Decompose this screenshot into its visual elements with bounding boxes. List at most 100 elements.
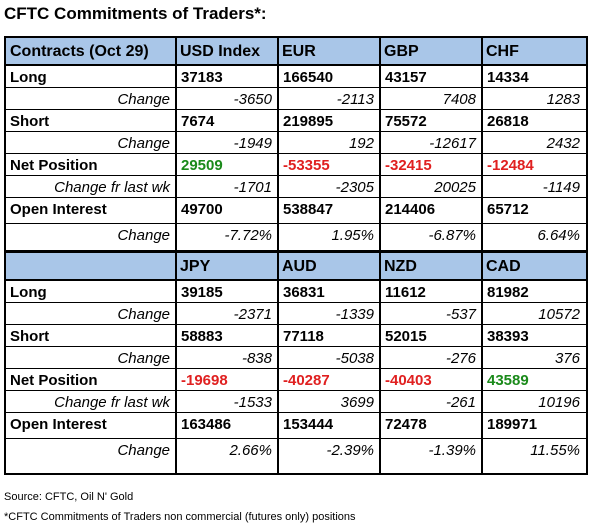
row-divider [6, 438, 586, 439]
row-label: Change fr last wk [54, 394, 170, 411]
row-label: Short [10, 113, 50, 130]
value-cell: 7674 [181, 113, 215, 130]
row-label: Open Interest [10, 416, 107, 433]
value-cell: 49700 [181, 201, 223, 218]
row-label: Change [117, 227, 170, 244]
value-cell: -7.72% [224, 227, 272, 244]
value-cell: 11.55% [530, 442, 580, 459]
value-cell: -1149 [542, 179, 580, 196]
value-cell: -1339 [335, 306, 374, 323]
header-cell: CAD [486, 258, 521, 275]
value-cell: 65712 [487, 201, 529, 218]
value-cell: 72478 [385, 416, 427, 433]
value-cell: -1949 [233, 135, 272, 152]
value-cell: 166540 [283, 69, 334, 86]
row-label: Change [117, 306, 170, 323]
row-label: Change fr last wk [54, 179, 170, 196]
header-cell: Contracts (Oct 29) [10, 43, 149, 60]
value-cell: 36831 [283, 284, 325, 301]
row-label: Change [117, 350, 170, 367]
value-cell: -261 [445, 394, 476, 411]
value-cell: -40403 [385, 372, 432, 389]
value-cell: 10572 [538, 306, 580, 323]
value-cell: 75572 [385, 113, 427, 130]
value-cell: 219895 [283, 113, 334, 130]
value-cell: 1283 [546, 91, 580, 108]
header-cell: USD Index [180, 43, 261, 60]
value-cell: 10196 [538, 394, 580, 411]
value-cell: 26818 [487, 113, 529, 130]
row-divider [6, 223, 586, 224]
value-cell: 538847 [283, 201, 334, 218]
value-cell: 52015 [385, 328, 427, 345]
header-cell: GBP [384, 43, 419, 60]
column-divider [175, 38, 177, 473]
value-cell: 20025 [434, 179, 476, 196]
row-divider [6, 368, 586, 369]
column-divider [379, 38, 381, 473]
row-label: Change [117, 91, 170, 108]
value-cell: 153444 [283, 416, 334, 433]
row-label: Net Position [10, 157, 98, 174]
header-cell: JPY [180, 258, 211, 275]
row-divider [6, 64, 586, 66]
value-cell: 376 [554, 350, 580, 367]
value-cell: -2.39% [326, 442, 374, 459]
value-cell: -53355 [283, 157, 330, 174]
value-cell: -2305 [335, 179, 374, 196]
value-cell: -5038 [335, 350, 374, 367]
value-cell: 7408 [442, 91, 476, 108]
row-divider [6, 302, 586, 303]
value-cell: -537 [445, 306, 476, 323]
header-cell: NZD [384, 258, 417, 275]
value-cell: -19698 [181, 372, 228, 389]
row-divider [6, 390, 586, 391]
value-cell: 2.66% [229, 442, 272, 459]
value-cell: 38393 [487, 328, 529, 345]
value-cell: 214406 [385, 201, 436, 218]
row-divider [6, 87, 586, 88]
row-label: Change [117, 135, 170, 152]
value-cell: 11612 [385, 284, 426, 301]
column-divider [277, 38, 279, 473]
table-separator [6, 250, 586, 253]
value-cell: -12617 [429, 135, 476, 152]
value-cell: 58883 [181, 328, 223, 345]
row-divider [6, 412, 586, 413]
value-cell: -3650 [233, 91, 272, 108]
row-label: Open Interest [10, 201, 107, 218]
source-note: Source: CFTC, Oil N' Gold [4, 491, 134, 503]
value-cell: 192 [348, 135, 374, 152]
value-cell: 43157 [385, 69, 427, 86]
value-cell: -1533 [233, 394, 272, 411]
value-cell: 1.95% [331, 227, 374, 244]
value-cell: 37183 [181, 69, 223, 86]
value-cell: -1701 [233, 179, 272, 196]
value-cell: -276 [445, 350, 476, 367]
column-divider [481, 38, 483, 473]
value-cell: 29509 [181, 157, 223, 174]
value-cell: 77118 [283, 328, 324, 345]
value-cell: 163486 [181, 416, 232, 433]
header-band [6, 253, 586, 279]
value-cell: -40287 [283, 372, 330, 389]
row-divider [6, 346, 586, 347]
row-divider [6, 197, 586, 198]
value-cell: 189971 [487, 416, 538, 433]
value-cell: 81982 [487, 284, 529, 301]
row-label: Net Position [10, 372, 98, 389]
row-divider [6, 175, 586, 176]
value-cell: -12484 [487, 157, 534, 174]
value-cell: -32415 [385, 157, 432, 174]
row-divider [6, 109, 586, 110]
row-label: Short [10, 328, 50, 345]
value-cell: 14334 [487, 69, 529, 86]
value-cell: -838 [241, 350, 272, 367]
header-cell: AUD [282, 258, 317, 275]
row-divider [6, 324, 586, 325]
value-cell: 43589 [487, 372, 529, 389]
value-cell: -2113 [336, 91, 374, 108]
row-label: Long [10, 284, 47, 301]
row-divider [6, 131, 586, 132]
value-cell: 3699 [340, 394, 374, 411]
